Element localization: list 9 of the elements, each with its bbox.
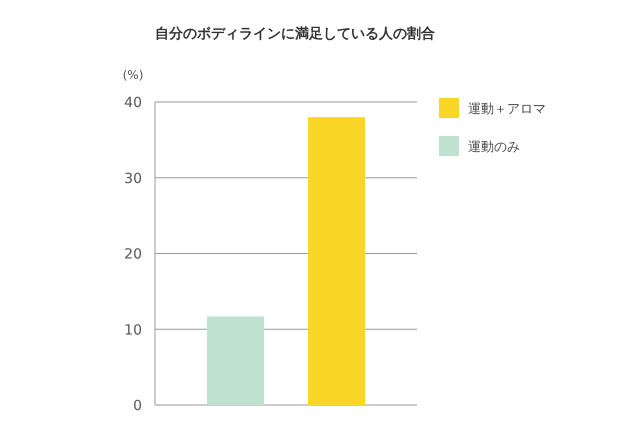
legend-label: 運動＋アロマ [468,102,546,117]
y-tick-label: 0 [133,398,142,414]
chart-title: 自分のボディラインに満足している人の割合 [155,25,435,42]
y-tick-label: 20 [124,246,142,262]
y-tick-label: 30 [124,170,142,187]
legend-label: 運動のみ [468,140,520,155]
y-tick-label: 10 [124,322,142,338]
y-tick-label: 40 [124,95,142,111]
y-axis-title: (%) [122,68,144,82]
